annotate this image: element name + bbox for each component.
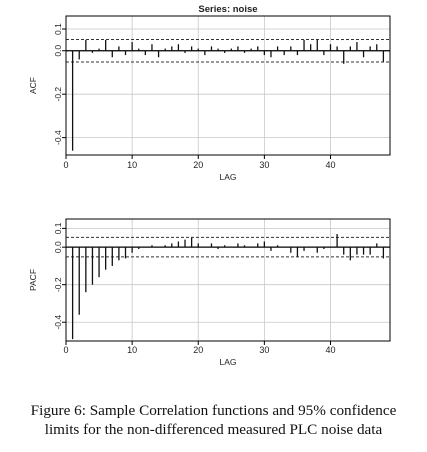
pacf-panel: 0 10 20 30 40 -0.4 -0.2 0.0 0.1 LAG PACF <box>28 218 391 367</box>
x-tick-label: 0 <box>63 160 68 170</box>
x-tick-label: 10 <box>127 345 137 355</box>
chart-title: Series: noise <box>198 4 257 15</box>
x-tick-label: 20 <box>193 345 203 355</box>
x-axis-label: LAG <box>219 172 236 182</box>
x-tick-label: 30 <box>259 160 269 170</box>
caption-line-1: Figure 6: Sample Correlation functions a… <box>30 402 397 419</box>
x-tick-label: 40 <box>325 160 335 170</box>
x-tick-label: 20 <box>193 160 203 170</box>
y-tick-label: 0.0 <box>53 45 63 57</box>
y-tick-label: -0.2 <box>53 277 63 292</box>
x-tick-label: 0 <box>63 345 68 355</box>
y-tick-label: 0.0 <box>53 241 63 253</box>
y-axis-label: ACF <box>28 77 38 94</box>
y-axis-label: PACF <box>28 269 38 291</box>
x-tick-label: 10 <box>127 160 137 170</box>
acf-pacf-figure: 0 10 20 30 40 -0.4 -0.2 0.0 0.1 LAG ACF Series: noi… <box>28 4 391 367</box>
y-tick-label: -0.2 <box>53 87 63 102</box>
y-tick-label: -0.4 <box>53 130 63 145</box>
y-tick-label: 0.1 <box>53 222 63 234</box>
plot-frame <box>65 218 391 342</box>
y-tick-label: -0.4 <box>53 315 63 330</box>
y-tick-label: 0.1 <box>53 23 63 35</box>
x-tick-label: 30 <box>259 345 269 355</box>
x-axis-label: LAG <box>219 357 236 367</box>
acf-panel: 0 10 20 30 40 -0.4 -0.2 0.0 0.1 LAG ACF Series: noi… <box>28 4 391 182</box>
x-tick-label: 40 <box>325 345 335 355</box>
plot-frame <box>65 15 391 156</box>
caption-line-2: limits for the non-differenced measured … <box>44 421 383 438</box>
figure-caption: Figure 6: Sample Correlation functions a… <box>0 401 427 439</box>
